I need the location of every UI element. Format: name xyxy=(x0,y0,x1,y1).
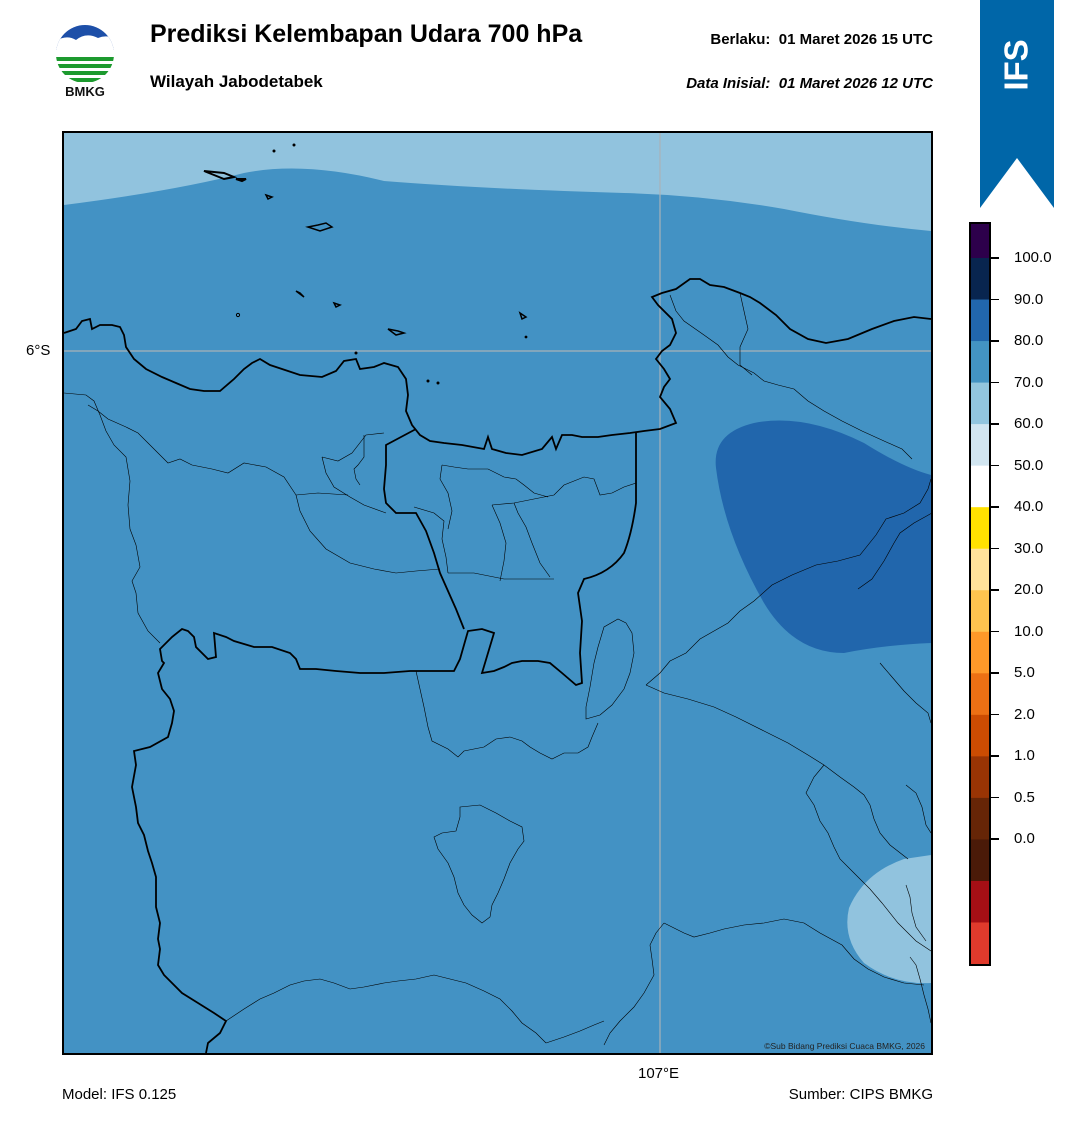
init-value: 01 Maret 2026 12 UTC xyxy=(778,75,933,92)
source-label: Sumber: CIPS BMKG xyxy=(788,1086,933,1103)
colorbar-segment xyxy=(971,224,989,259)
coastline xyxy=(64,278,931,456)
colorbar-label: 0.0 xyxy=(1014,830,1035,848)
colorbar-label: 20.0 xyxy=(1014,581,1044,599)
colorbar-segment xyxy=(971,590,989,633)
valid-label: Berlaku: xyxy=(710,31,771,48)
colorbar-label: 40.0 xyxy=(1014,498,1044,516)
colorbar-segment xyxy=(971,714,989,757)
island xyxy=(292,143,296,147)
colorbar-segment xyxy=(971,507,989,550)
island xyxy=(354,351,358,355)
colorbar-segment xyxy=(971,465,989,508)
colorbar-tick xyxy=(991,838,999,840)
colorbar-tick xyxy=(991,423,999,425)
colorbar-label: 2.0 xyxy=(1014,705,1035,723)
ifs-label: IFS xyxy=(998,39,1035,91)
colorbar-label: 60.0 xyxy=(1014,415,1044,433)
humidity-band-80-90-east xyxy=(715,420,931,653)
colorbar-segment xyxy=(971,797,989,840)
colorbar-label: 100.0 xyxy=(1014,249,1052,266)
colorbar-tick xyxy=(991,506,999,508)
colorbar-segment xyxy=(971,382,989,425)
colorbar-segment xyxy=(971,756,989,799)
colorbar-segment xyxy=(971,839,989,882)
colorbar-segment xyxy=(971,922,989,964)
valid-value: 01 Maret 2026 15 UTC xyxy=(778,31,933,48)
colorbar-segment xyxy=(971,424,989,467)
colorbar-label: 30.0 xyxy=(1014,539,1044,557)
map-subtitle: Wilayah Jabodetabek xyxy=(150,72,323,91)
island xyxy=(235,178,247,183)
island xyxy=(235,312,241,318)
island xyxy=(295,290,305,298)
island xyxy=(203,170,238,181)
humidity-band-60-70-north xyxy=(64,133,931,231)
valid-time: Berlaku: 01 Maret 2026 15 UTC xyxy=(710,31,933,48)
colorbar-label: 10.0 xyxy=(1014,622,1044,640)
init-time: Data Inisial: 01 Maret 2026 12 UTC xyxy=(686,75,933,92)
ifs-badge xyxy=(980,0,1054,208)
province-boundary xyxy=(131,433,637,1053)
colorbar-tick xyxy=(991,796,999,799)
island xyxy=(426,379,430,383)
colorbar-segment xyxy=(971,673,989,716)
colorbar-tick xyxy=(991,672,999,674)
island xyxy=(524,335,528,339)
bmkg-logo-icon xyxy=(56,25,114,83)
island xyxy=(332,301,342,309)
model-label: Model: IFS 0.125 xyxy=(62,1086,177,1103)
colorbar-label: 5.0 xyxy=(1014,664,1035,682)
island xyxy=(305,222,334,232)
colorbar-segment xyxy=(971,258,989,301)
colorbar-segment xyxy=(971,299,989,342)
colorbar xyxy=(969,222,991,966)
colorbar-tick xyxy=(991,547,999,550)
logo-text: BMKG xyxy=(65,84,105,99)
colorbar-label: 90.0 xyxy=(1014,290,1044,308)
colorbar-tick xyxy=(991,257,999,259)
colorbar-segment xyxy=(971,880,989,923)
map-title: Prediksi Kelembapan Udara 700 hPa xyxy=(150,20,583,48)
colorbar-tick xyxy=(991,630,999,633)
island xyxy=(264,193,274,201)
latitude-label: 6°S xyxy=(26,342,51,359)
longitude-label: 107°E xyxy=(638,1065,680,1082)
colorbar-tick xyxy=(991,381,999,384)
island xyxy=(436,381,440,385)
colorbar-label: 80.0 xyxy=(1014,332,1044,350)
colorbar-tick xyxy=(991,464,999,467)
humidity-map: ©Sub Bidang Prediksi Cuaca BMKG, 2026 xyxy=(62,131,933,1055)
island xyxy=(387,328,407,336)
district-boundaries xyxy=(64,292,931,1046)
colorbar-tick xyxy=(991,298,999,301)
colorbar-label: 0.5 xyxy=(1014,788,1035,806)
colorbar-tick xyxy=(991,589,999,591)
colorbar-tick xyxy=(991,340,999,342)
island xyxy=(272,149,276,153)
island xyxy=(518,311,528,321)
colorbar-tick xyxy=(991,713,999,716)
colorbar-label: 70.0 xyxy=(1014,373,1044,391)
copyright: ©Sub Bidang Prediksi Cuaca BMKG, 2026 xyxy=(764,1041,925,1051)
init-label: Data Inisial: xyxy=(686,75,771,92)
province-boundary xyxy=(383,428,465,630)
colorbar-segment xyxy=(971,341,989,384)
colorbar-segment xyxy=(971,631,989,674)
colorbar-label: 1.0 xyxy=(1014,747,1035,765)
colorbar-label: 50.0 xyxy=(1014,456,1044,474)
colorbar-segment xyxy=(971,548,989,591)
colorbar-tick xyxy=(991,755,999,757)
